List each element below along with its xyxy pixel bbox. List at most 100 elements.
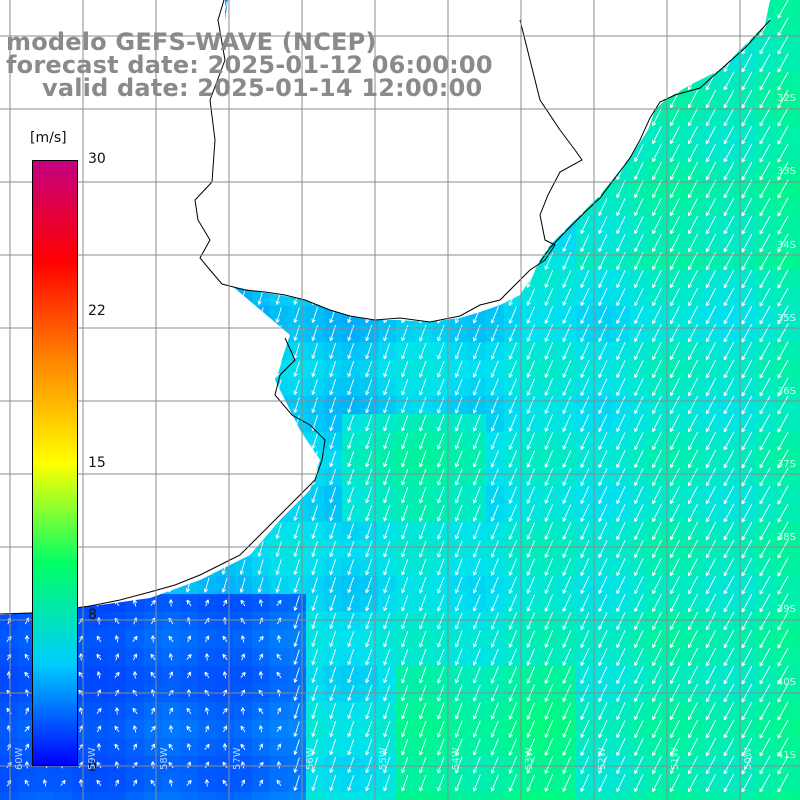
- wind-speed-cell: [756, 540, 775, 559]
- wind-arrow: [472, 414, 481, 432]
- wind-arrow: [454, 648, 463, 666]
- wind-speed-cell: [666, 576, 685, 595]
- wind-arrow: [276, 635, 282, 643]
- wind-arrow: [670, 287, 680, 307]
- wind-arrow: [616, 468, 626, 487]
- wind-speed-cell: [720, 720, 739, 739]
- wind-arrow: [257, 541, 264, 557]
- wind-speed-cell: [504, 720, 523, 739]
- wind-arrow: [472, 594, 481, 612]
- wind-speed-cell: [720, 126, 739, 145]
- wind-speed-cell: [468, 432, 487, 451]
- wind-arrow: [526, 612, 536, 630]
- lat-label: 36S: [776, 386, 796, 397]
- wind-arrow: [133, 743, 138, 751]
- wind-speed-cell: [774, 522, 793, 541]
- wind-speed-cell: [792, 72, 800, 91]
- wind-speed-cell: [702, 324, 721, 343]
- wind-speed-cell: [468, 720, 487, 739]
- wind-arrow: [777, 503, 789, 523]
- wind-arrow: [454, 612, 463, 630]
- wind-speed-cell: [630, 468, 649, 487]
- wind-arrow: [454, 468, 463, 486]
- lon-label: 50W: [743, 747, 754, 770]
- wind-speed-cell: [504, 774, 523, 793]
- wind-speed-cell: [792, 666, 800, 685]
- wind-arrow: [670, 359, 680, 379]
- wind-arrow: [777, 143, 789, 163]
- wind-speed-cell: [738, 702, 757, 721]
- wind-speed-cell: [414, 396, 433, 415]
- wind-arrow: [759, 53, 771, 73]
- wind-speed-cell: [450, 702, 469, 721]
- wind-speed-cell: [738, 126, 757, 145]
- wind-speed-cell: [756, 72, 775, 91]
- wind-arrow: [329, 595, 337, 612]
- wind-speed-cell: [702, 162, 721, 181]
- wind-speed-cell: [378, 738, 397, 757]
- wind-arrow: [401, 630, 409, 648]
- wind-speed-cell: [630, 792, 649, 800]
- wind-arrow: [419, 396, 427, 414]
- wind-speed-cell: [738, 558, 757, 577]
- wind-arrow: [454, 432, 463, 450]
- wind-arrow: [329, 613, 337, 630]
- wind-arrow: [652, 701, 662, 721]
- wind-arrow: [616, 612, 626, 631]
- wind-arrow: [275, 541, 282, 557]
- wind-arrow: [741, 89, 753, 109]
- wind-arrow: [204, 707, 210, 715]
- wind-arrow: [687, 413, 698, 433]
- wind-arrow: [580, 612, 590, 630]
- wind-arrow: [777, 485, 789, 505]
- wind-arrow: [383, 450, 391, 468]
- wind-arrow: [634, 306, 644, 325]
- wind-speed-cell: [432, 486, 451, 505]
- wind-speed-cell: [432, 792, 451, 800]
- wind-speed-cell: [522, 576, 541, 595]
- wind-arrow: [311, 379, 318, 396]
- wind-speed-cell: [738, 288, 757, 307]
- wind-speed-cell: [558, 666, 577, 685]
- wind-arrow: [777, 467, 789, 487]
- wind-speed-cell: [648, 702, 667, 721]
- wind-speed-cell: [684, 270, 703, 289]
- wind-arrow: [383, 576, 391, 594]
- wind-arrow: [652, 593, 662, 613]
- wind-arrow: [598, 450, 608, 468]
- wind-speed-cell: [576, 648, 595, 667]
- wind-arrow: [634, 666, 644, 685]
- wind-speed-cell: [756, 414, 775, 433]
- wind-arrow: [508, 396, 517, 414]
- wind-speed-cell: [414, 738, 433, 757]
- wind-arrow: [580, 432, 590, 450]
- wind-arrow: [741, 215, 753, 235]
- wind-speed-cell: [540, 648, 559, 667]
- wind-speed-cell: [792, 0, 800, 19]
- wind-arrow: [634, 630, 644, 649]
- wind-speed-cell: [630, 360, 649, 379]
- wind-arrow: [705, 305, 717, 325]
- coastline-east: [539, 19, 771, 263]
- wind-speed-cell: [648, 792, 667, 800]
- wind-arrow: [472, 540, 481, 558]
- wind-speed-cell: [396, 702, 415, 721]
- wind-arrow: [293, 631, 300, 647]
- wind-arrow: [580, 774, 590, 792]
- wind-speed-cell: [450, 558, 469, 577]
- wind-arrow: [329, 577, 337, 594]
- wind-speed-cell: [288, 540, 307, 559]
- wind-arrow: [670, 89, 680, 109]
- wind-speed-cell: [576, 234, 595, 253]
- wind-arrow: [257, 577, 264, 593]
- wind-arrow: [687, 359, 698, 379]
- wind-speed-cell: [468, 360, 487, 379]
- wind-arrow: [472, 342, 481, 360]
- wind-speed-cell: [396, 468, 415, 487]
- wind-speed-cell: [594, 702, 613, 721]
- wind-speed-cell: [666, 720, 685, 739]
- wind-speed-cell: [396, 576, 415, 595]
- wind-arrow: [759, 323, 771, 343]
- wind-speed-cell: [414, 522, 433, 541]
- wind-arrow: [472, 666, 481, 684]
